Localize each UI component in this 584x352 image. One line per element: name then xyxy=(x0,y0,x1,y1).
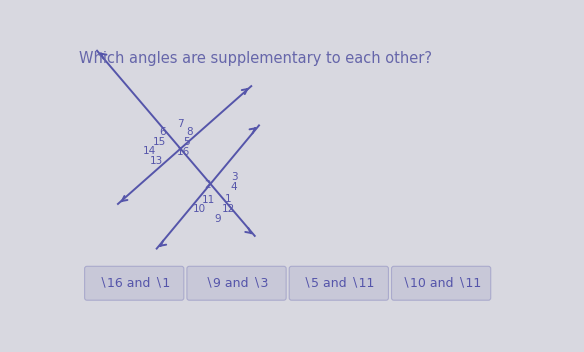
Text: ∖9 and ∖3: ∖9 and ∖3 xyxy=(205,277,268,290)
Text: 9: 9 xyxy=(214,214,221,224)
Text: 16: 16 xyxy=(177,146,190,157)
FancyBboxPatch shape xyxy=(187,266,286,300)
Text: 14: 14 xyxy=(142,146,155,156)
Text: ∖5 and ∖11: ∖5 and ∖11 xyxy=(303,277,374,290)
Text: 13: 13 xyxy=(150,156,164,166)
Text: ∖16 and ∖1: ∖16 and ∖1 xyxy=(99,277,170,290)
FancyBboxPatch shape xyxy=(85,266,184,300)
FancyBboxPatch shape xyxy=(391,266,491,300)
Text: 8: 8 xyxy=(186,127,193,137)
Text: 15: 15 xyxy=(153,137,166,147)
Text: 11: 11 xyxy=(202,195,215,205)
Text: 12: 12 xyxy=(222,204,235,214)
Text: 1: 1 xyxy=(225,194,231,203)
Text: ∖10 and ∖11: ∖10 and ∖11 xyxy=(402,277,481,290)
Text: 4: 4 xyxy=(230,182,237,192)
Text: 10: 10 xyxy=(193,204,206,214)
Text: 2: 2 xyxy=(204,180,210,190)
Text: 3: 3 xyxy=(231,172,238,182)
Text: 5: 5 xyxy=(183,137,189,147)
FancyBboxPatch shape xyxy=(289,266,388,300)
Text: 7: 7 xyxy=(176,119,183,129)
Text: Which angles are supplementary to each other?: Which angles are supplementary to each o… xyxy=(79,51,432,67)
Text: 6: 6 xyxy=(159,127,166,137)
